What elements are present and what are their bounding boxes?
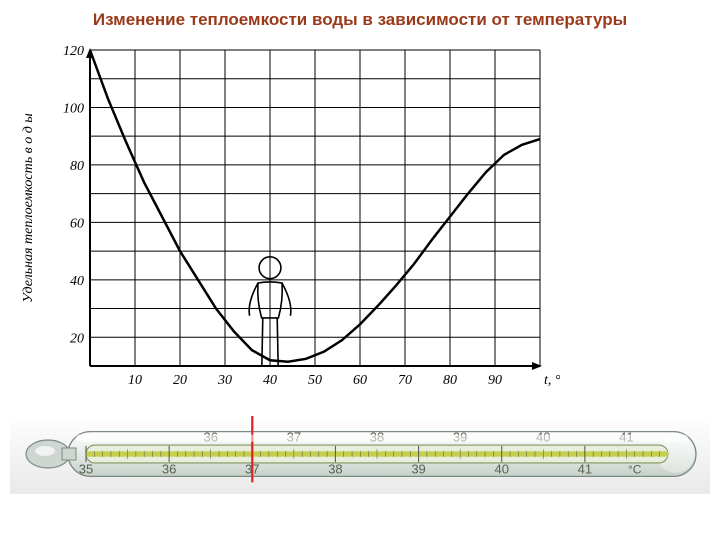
svg-text:60: 60 [353, 373, 367, 388]
svg-text:60: 60 [70, 216, 84, 231]
svg-text:80: 80 [70, 159, 84, 174]
svg-text:41: 41 [578, 462, 592, 477]
svg-text:38: 38 [328, 462, 342, 477]
svg-text:36: 36 [162, 462, 176, 477]
svg-text:10: 10 [128, 373, 142, 388]
svg-text:90: 90 [488, 373, 502, 388]
chart-container: 10 20 30 40 50 60 70 80 90 t, °C 20 40 60 80 100 120 Уде… [0, 36, 720, 406]
heat-capacity-chart: 10 20 30 40 50 60 70 80 90 t, °C 20 40 60 80 100 120 Уде… [0, 36, 560, 406]
svg-text:40: 40 [494, 462, 508, 477]
svg-text:80: 80 [443, 373, 457, 388]
svg-text:70: 70 [398, 373, 412, 388]
svg-text:°C: °C [628, 463, 642, 477]
svg-text:39: 39 [411, 462, 425, 477]
svg-text:120: 120 [63, 44, 84, 59]
svg-text:30: 30 [217, 373, 232, 388]
svg-text:100: 100 [63, 101, 84, 116]
thermometer-container: 36373839404135363738394041°C [0, 414, 720, 494]
svg-text:t, °C: t, °C [544, 373, 560, 388]
svg-text:50: 50 [308, 373, 322, 388]
svg-text:35: 35 [79, 462, 93, 477]
svg-text:40: 40 [263, 373, 277, 388]
page-title: Изменение теплоемкости воды в зависимост… [0, 0, 720, 36]
svg-text:40: 40 [70, 274, 84, 289]
svg-text:Удельная теплоемкость в о д ы: Удельная теплоемкость в о д ы [21, 113, 36, 303]
thermometer-image: 36373839404135363738394041°C [10, 414, 710, 494]
svg-text:20: 20 [70, 331, 84, 346]
svg-text:20: 20 [173, 373, 187, 388]
